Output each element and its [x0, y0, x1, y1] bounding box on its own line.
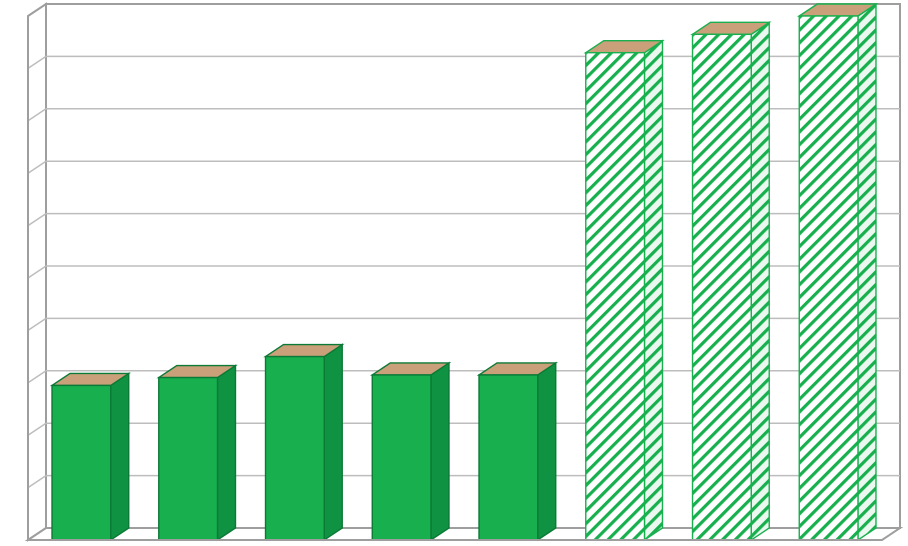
bar-chart-3d [0, 0, 908, 546]
bar [586, 41, 663, 540]
bar [372, 363, 449, 540]
bar [159, 366, 236, 540]
bar [693, 22, 770, 540]
bar [479, 363, 556, 540]
bar [52, 373, 129, 540]
bar [266, 345, 343, 540]
bar [799, 4, 876, 540]
